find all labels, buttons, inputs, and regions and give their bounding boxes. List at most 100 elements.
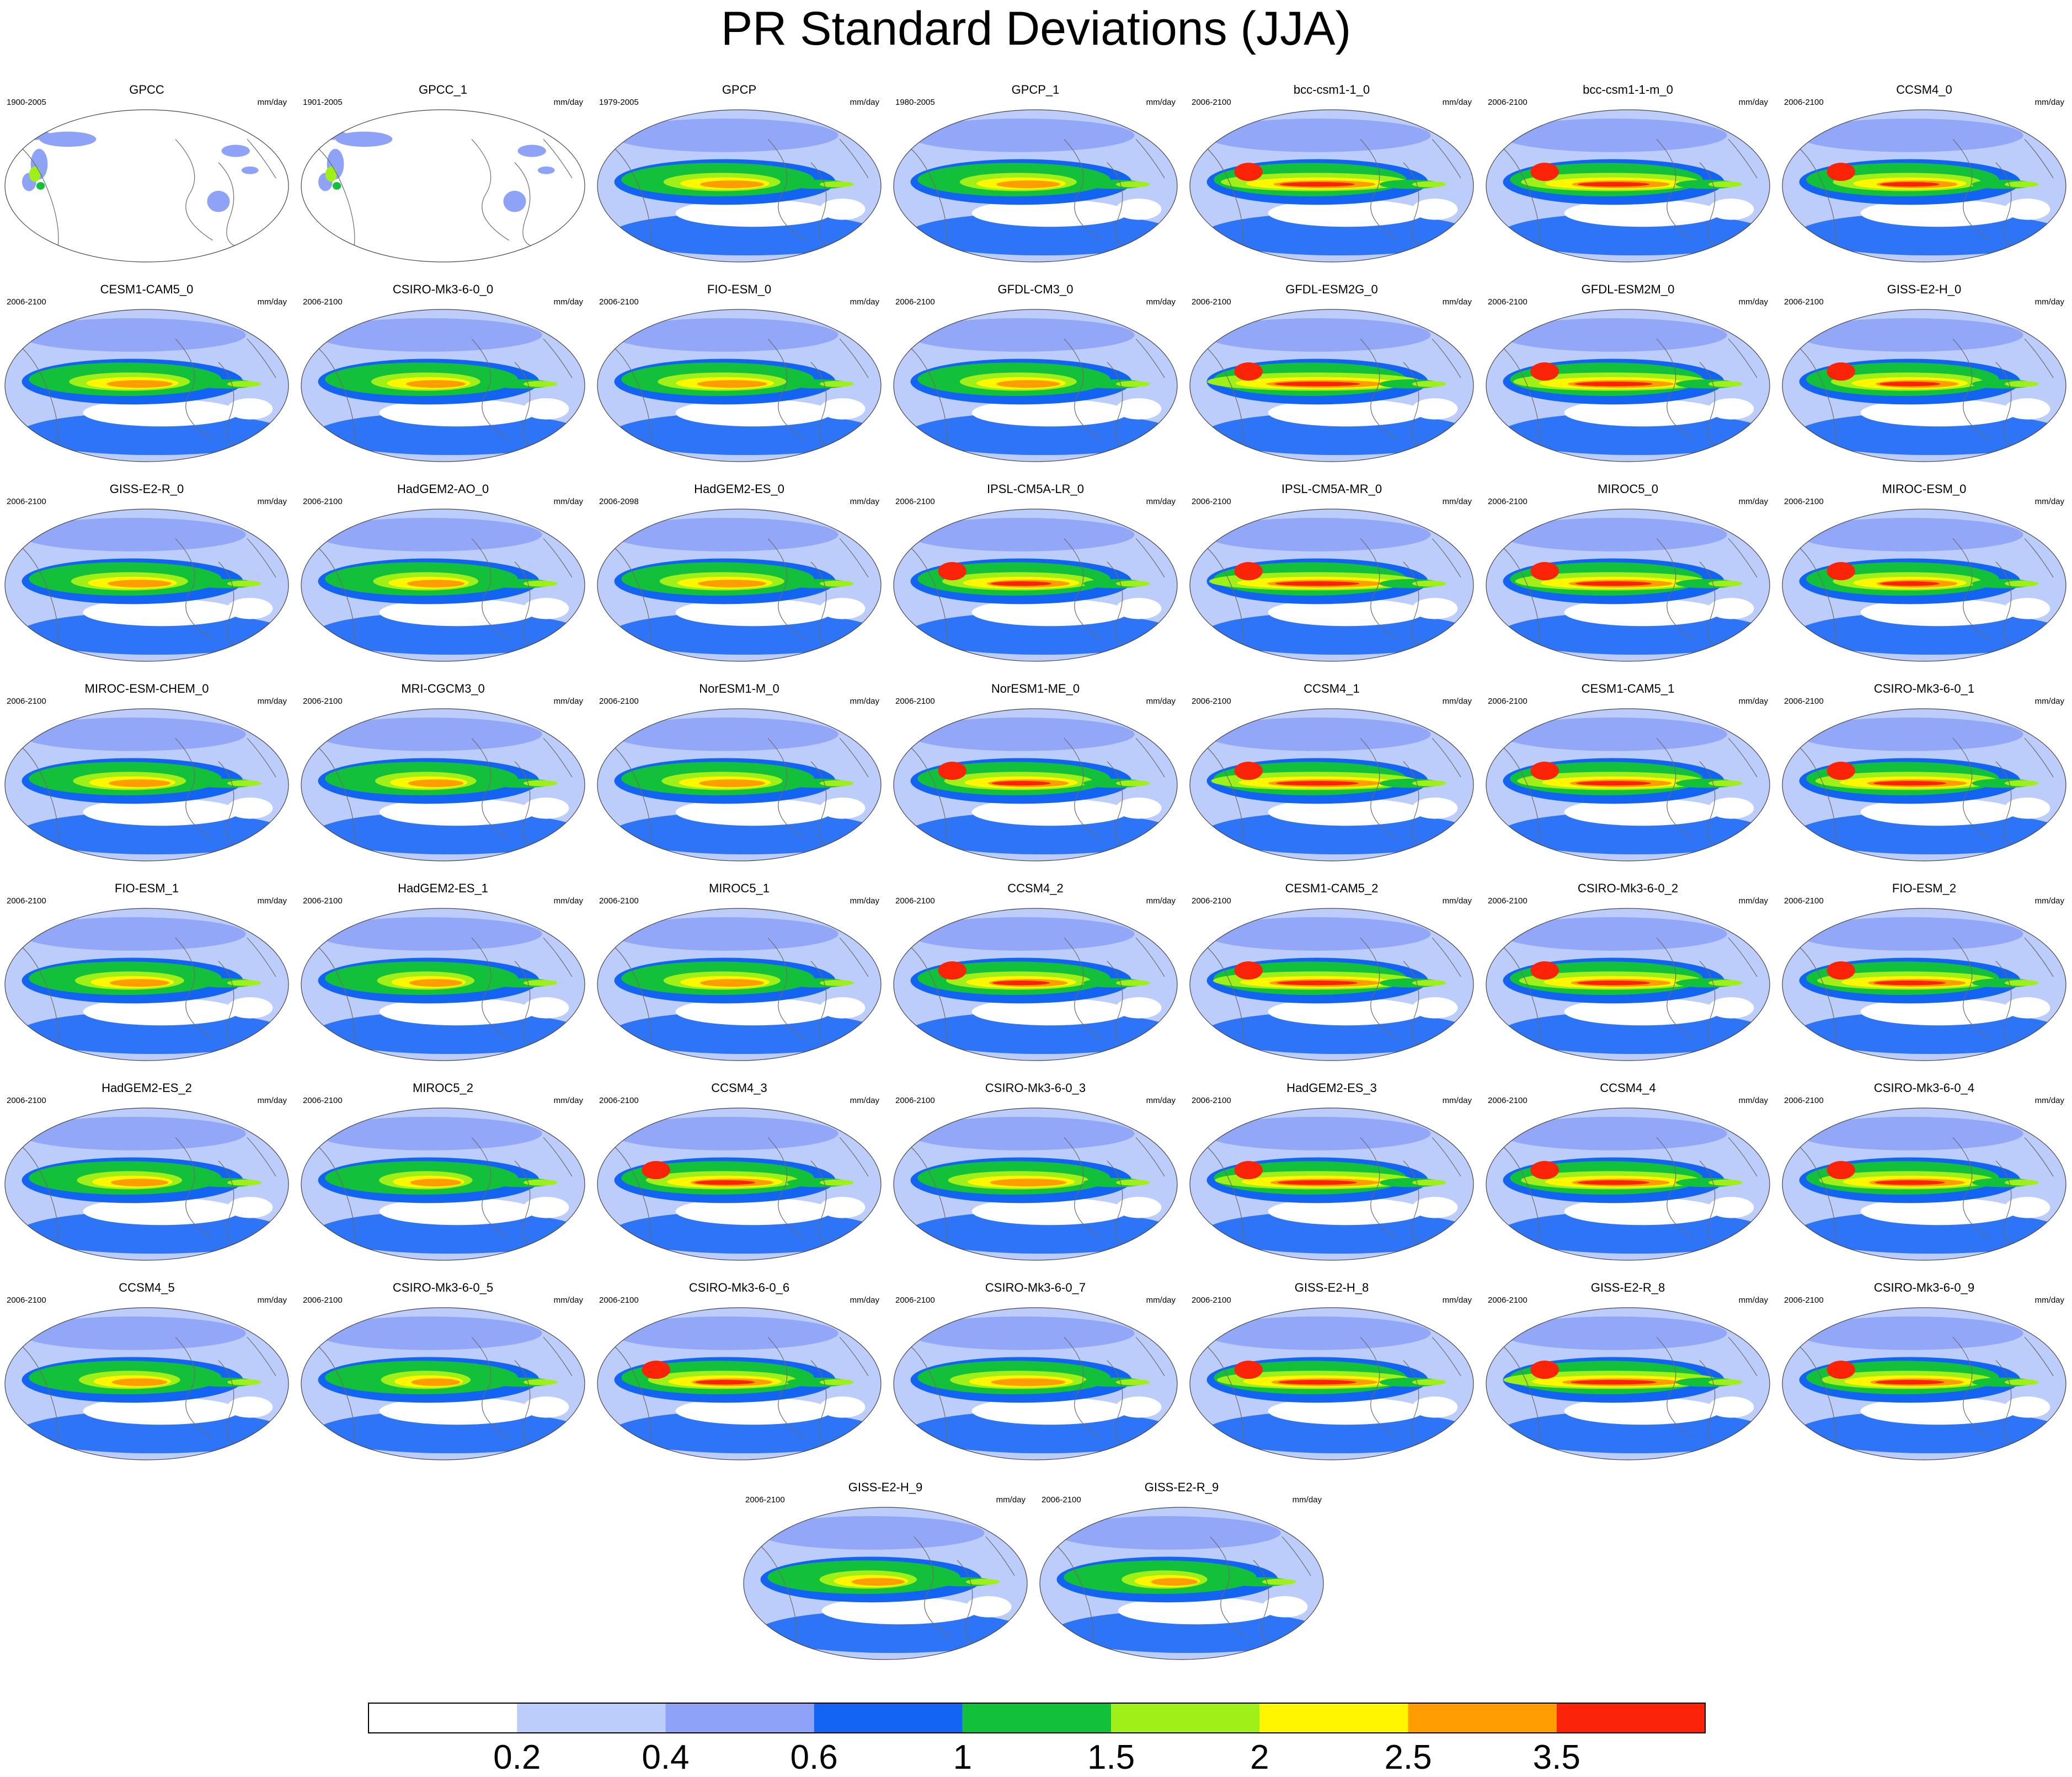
panel-units: mm/day <box>850 98 879 107</box>
panel-units: mm/day <box>2034 896 2064 906</box>
map-image <box>301 908 585 1061</box>
panel-units: mm/day <box>850 1096 879 1105</box>
map-panel: GFDL-CM3_0 2006-2100 mm/day <box>892 281 1179 463</box>
panel-units: mm/day <box>2034 297 2064 307</box>
map-panel: HadGEM2-ES_1 2006-2100 mm/day <box>300 880 586 1062</box>
map-panel: GPCC_1 1901-2005 mm/day <box>300 82 586 264</box>
map-panel: CSIRO-Mk3-6-0_3 2006-2100 mm/day <box>892 1080 1179 1262</box>
map-panel: bcc-csm1-1-m_0 2006-2100 mm/day <box>1484 82 1771 264</box>
colorbar-swatch <box>962 1703 1112 1733</box>
map-panel: HadGEM2-ES_0 2006-2098 mm/day <box>596 481 883 663</box>
panel-period: 2006-2100 <box>1192 1296 1231 1305</box>
map-image <box>1189 1307 1474 1460</box>
panel-title: CESM1-CAM5_0 <box>100 282 194 296</box>
map-panel: CESM1-CAM5_2 2006-2100 mm/day <box>1188 880 1475 1062</box>
map-panel: CCSM4_3 2006-2100 mm/day <box>596 1080 883 1262</box>
panel-period: 2006-2100 <box>7 297 46 307</box>
map-panel: NorESM1-M_0 2006-2100 mm/day <box>596 681 883 863</box>
panel-period: 2006-2100 <box>7 1096 46 1105</box>
panel-units: mm/day <box>1442 497 1472 506</box>
panel-title: CSIRO-Mk3-6-0_7 <box>985 1281 1086 1294</box>
map-image <box>301 109 585 263</box>
map-panel: NorESM1-ME_0 2006-2100 mm/day <box>892 681 1179 863</box>
panel-period: 2006-2100 <box>1488 1296 1528 1305</box>
map-panel: CCSM4_4 2006-2100 mm/day <box>1484 1080 1771 1262</box>
map-panel: FIO-ESM_2 2006-2100 mm/day <box>1781 880 2068 1062</box>
panel-units: mm/day <box>553 1096 583 1105</box>
panel-units: mm/day <box>257 1296 287 1305</box>
panel-units: mm/day <box>1442 1096 1472 1105</box>
map-panel: CSIRO-Mk3-6-0_4 2006-2100 mm/day <box>1781 1080 2068 1262</box>
panel-title: IPSL-CM5A-MR_0 <box>1281 482 1382 496</box>
map-panel: CSIRO-Mk3-6-0_5 2006-2100 mm/day <box>300 1280 586 1462</box>
panel-period: 2006-2100 <box>1784 1296 1824 1305</box>
map-image <box>301 1107 585 1261</box>
panel-units: mm/day <box>1442 297 1472 307</box>
panel-period: 2006-2100 <box>7 896 46 906</box>
panel-period: 1979-2005 <box>599 98 639 107</box>
map-image <box>1782 908 2066 1061</box>
panel-units: mm/day <box>553 497 583 506</box>
panel-units: mm/day <box>850 697 879 706</box>
panel-period: 2006-2100 <box>7 697 46 706</box>
map-panel: MIROC5_1 2006-2100 mm/day <box>596 880 883 1062</box>
map-panel: GPCP_1 1980-2005 mm/day <box>892 82 1179 264</box>
map-image <box>1189 708 1474 861</box>
panel-title: CESM1-CAM5_2 <box>1285 881 1379 895</box>
panel-title: MIROC5_1 <box>708 881 770 895</box>
panel-period: 2006-2100 <box>599 1096 639 1105</box>
map-image <box>743 1507 1028 1660</box>
colorbar-swatch <box>1111 1703 1260 1733</box>
panel-period: 2006-2100 <box>7 1296 46 1305</box>
map-panel: CCSM4_0 2006-2100 mm/day <box>1781 82 2068 264</box>
panel-units: mm/day <box>1146 1296 1176 1305</box>
panel-title: CSIRO-Mk3-6-0_3 <box>985 1081 1086 1095</box>
panel-title: GISS-E2-H_0 <box>1887 282 1962 296</box>
map-panel: CSIRO-Mk3-6-0_1 2006-2100 mm/day <box>1781 681 2068 863</box>
panel-period: 2006-2100 <box>895 1296 935 1305</box>
panel-units: mm/day <box>850 1296 879 1305</box>
map-image <box>301 708 585 861</box>
map-panel: CCSM4_2 2006-2100 mm/day <box>892 880 1179 1062</box>
colorbar-swatch <box>814 1703 963 1733</box>
panel-period: 2006-2100 <box>1784 697 1824 706</box>
panel-period: 2006-2100 <box>1784 297 1824 307</box>
panel-period: 2006-2098 <box>599 497 639 506</box>
panel-title: CSIRO-Mk3-6-0_0 <box>392 282 494 296</box>
map-image <box>597 908 882 1061</box>
panel-period: 2006-2100 <box>599 1296 639 1305</box>
panel-units: mm/day <box>1738 98 1768 107</box>
colorbar-tick-label: 0.2 <box>493 1738 541 1776</box>
panel-title: HadGEM2-ES_2 <box>102 1081 192 1095</box>
panel-units: mm/day <box>850 497 879 506</box>
map-image <box>1189 908 1474 1061</box>
panel-period: 2006-2100 <box>1784 1096 1824 1105</box>
map-image <box>1782 1107 2066 1261</box>
map-image <box>893 509 1178 662</box>
panel-units: mm/day <box>1738 1096 1768 1105</box>
panel-title: HadGEM2-ES_1 <box>398 881 488 895</box>
panel-title: GFDL-CM3_0 <box>997 282 1074 296</box>
panel-title: CESM1-CAM5_1 <box>1581 682 1675 695</box>
map-image <box>4 509 289 662</box>
panel-title: GISS-E2-R_8 <box>1590 1281 1665 1294</box>
panel-period: 2006-2100 <box>1488 697 1528 706</box>
panel-period: 2006-2100 <box>1192 297 1231 307</box>
panel-period: 2006-2100 <box>1784 896 1824 906</box>
map-panel: CESM1-CAM5_0 2006-2100 mm/day <box>3 281 290 463</box>
panel-period: 1980-2005 <box>895 98 935 107</box>
panel-period: 2006-2100 <box>1192 497 1231 506</box>
map-image <box>1782 708 2066 861</box>
colorbar-tick-label: 1.5 <box>1087 1738 1135 1776</box>
map-image <box>1782 1307 2066 1460</box>
panel-period: 2006-2100 <box>745 1495 785 1505</box>
panel-period: 2006-2100 <box>1488 297 1528 307</box>
map-panel: GISS-E2-R_8 2006-2100 mm/day <box>1484 1280 1771 1462</box>
panel-title: HadGEM2-ES_3 <box>1286 1081 1377 1095</box>
panel-title: FIO-ESM_0 <box>707 282 772 296</box>
panel-units: mm/day <box>553 896 583 906</box>
panel-title: FIO-ESM_1 <box>114 881 179 895</box>
panel-title: CSIRO-Mk3-6-0_2 <box>1577 881 1679 895</box>
map-image <box>597 708 882 861</box>
panel-period: 2006-2100 <box>895 1096 935 1105</box>
